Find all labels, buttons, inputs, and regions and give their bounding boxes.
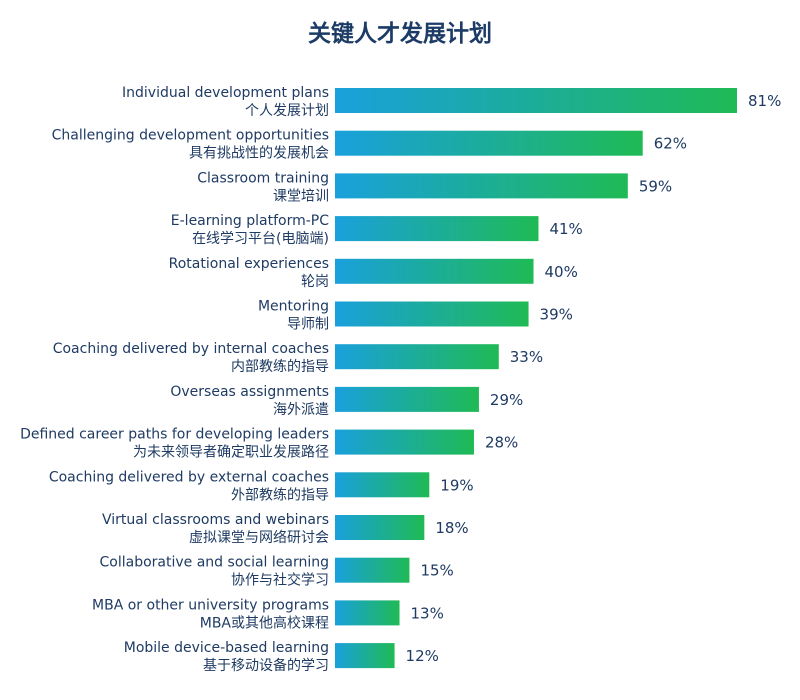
category-label-en: Coaching delivered by external coaches xyxy=(49,469,329,485)
category-label-zh: 基于移动设备的学习 xyxy=(203,657,329,674)
category-label-zh: 导师制 xyxy=(287,317,329,333)
bar xyxy=(335,643,395,669)
bar-row: Classroom training 课堂培训 59% xyxy=(197,170,672,204)
bar-row: Coaching delivered by internal coaches 内部… xyxy=(53,341,543,375)
bar xyxy=(335,557,410,583)
category-label-en: Classroom training xyxy=(197,170,329,186)
bar xyxy=(335,344,499,370)
bar-row: E-learning platform-PC 在线学习平台(电脑端) 41% xyxy=(171,213,583,247)
value-label: 81% xyxy=(748,92,781,110)
category-label-zh: 为未来领导者确定职业发展路径 xyxy=(133,445,329,461)
bar-row: Defined career paths for developing lead… xyxy=(20,427,518,461)
bar-row: MBA or other university programsMBA或其他高校… xyxy=(92,597,444,631)
bar-row: Individual development plans 个人发展计划 81% xyxy=(122,85,781,119)
category-label-en: Mobile device-based learning xyxy=(124,640,329,656)
category-label-en: Overseas assignments xyxy=(170,384,329,400)
category-label-en: Mentoring xyxy=(258,299,329,315)
category-label-zh: 轮岗 xyxy=(301,274,329,290)
category-label-en: Rotational experiences xyxy=(169,256,329,272)
category-label-en: MBA or other university programs xyxy=(92,597,329,613)
value-label: 40% xyxy=(545,263,578,281)
value-label: 41% xyxy=(549,220,582,238)
category-label-zh: 外部教练的指导 xyxy=(231,487,329,503)
value-label: 62% xyxy=(654,135,687,153)
category-label-zh: 具有挑战性的发展机会 xyxy=(189,146,329,162)
value-label: 18% xyxy=(435,519,468,537)
bar-row: Overseas assignments 海外派遣 29% xyxy=(170,384,523,418)
category-label-en: Virtual classrooms and webinars xyxy=(102,512,329,528)
bar xyxy=(335,600,400,626)
bar xyxy=(335,130,643,156)
bar xyxy=(335,386,479,412)
category-label-en: Collaborative and social learning xyxy=(100,555,329,571)
bar xyxy=(335,472,430,498)
value-label: 29% xyxy=(490,391,523,409)
category-label-en: Defined career paths for developing lead… xyxy=(20,427,329,443)
bar-row: Challenging development opportunities 具有挑… xyxy=(52,128,687,162)
bar-row: Rotational experiences 轮岗 40% xyxy=(169,256,578,290)
bar xyxy=(335,515,425,540)
value-label: 59% xyxy=(639,177,672,195)
bar-row: Coaching delivered by external coaches 外部… xyxy=(49,469,474,503)
bar xyxy=(335,301,529,327)
bar xyxy=(335,429,474,455)
category-label-zh: 在线学习平台(电脑端) xyxy=(192,231,329,247)
category-label-en: Coaching delivered by internal coaches xyxy=(53,341,329,357)
bar xyxy=(335,88,737,113)
bar-row: Virtual classrooms and webinars 虚拟课堂与网络研讨… xyxy=(102,512,469,546)
value-label: 13% xyxy=(411,604,444,622)
bars-layer: Individual development plans 个人发展计划 81% Cha… xyxy=(20,85,781,674)
chart-title: 关键人才发展计划 xyxy=(308,21,492,47)
bar xyxy=(335,173,628,199)
bar xyxy=(335,216,539,242)
value-label: 19% xyxy=(440,476,473,494)
value-label: 39% xyxy=(540,306,573,324)
category-label-en: Individual development plans xyxy=(122,85,329,101)
value-label: 15% xyxy=(420,562,453,580)
category-label-zh: 海外派遣 xyxy=(273,402,329,418)
category-label-en: Challenging development opportunities xyxy=(52,128,329,144)
value-label: 28% xyxy=(485,434,518,452)
value-label: 33% xyxy=(510,348,543,366)
category-label-zh: 内部教练的指导 xyxy=(231,359,329,375)
bar xyxy=(335,258,534,284)
category-label-en: E-learning platform-PC xyxy=(171,213,329,229)
value-label: 12% xyxy=(406,647,439,665)
category-label-zh: 课堂培训 xyxy=(273,188,329,204)
category-label-zh: MBA或其他高校课程 xyxy=(200,614,329,631)
category-label-zh: 虚拟课堂与网络研讨会 xyxy=(189,530,329,546)
category-label-zh: 个人发展计划 xyxy=(245,103,329,119)
bar-row: Collaborative and social learning协作与社交学习… xyxy=(100,555,454,589)
category-label-zh: 协作与社交学习 xyxy=(231,572,329,589)
bar-row: Mentoring 导师制 39% xyxy=(258,299,573,333)
